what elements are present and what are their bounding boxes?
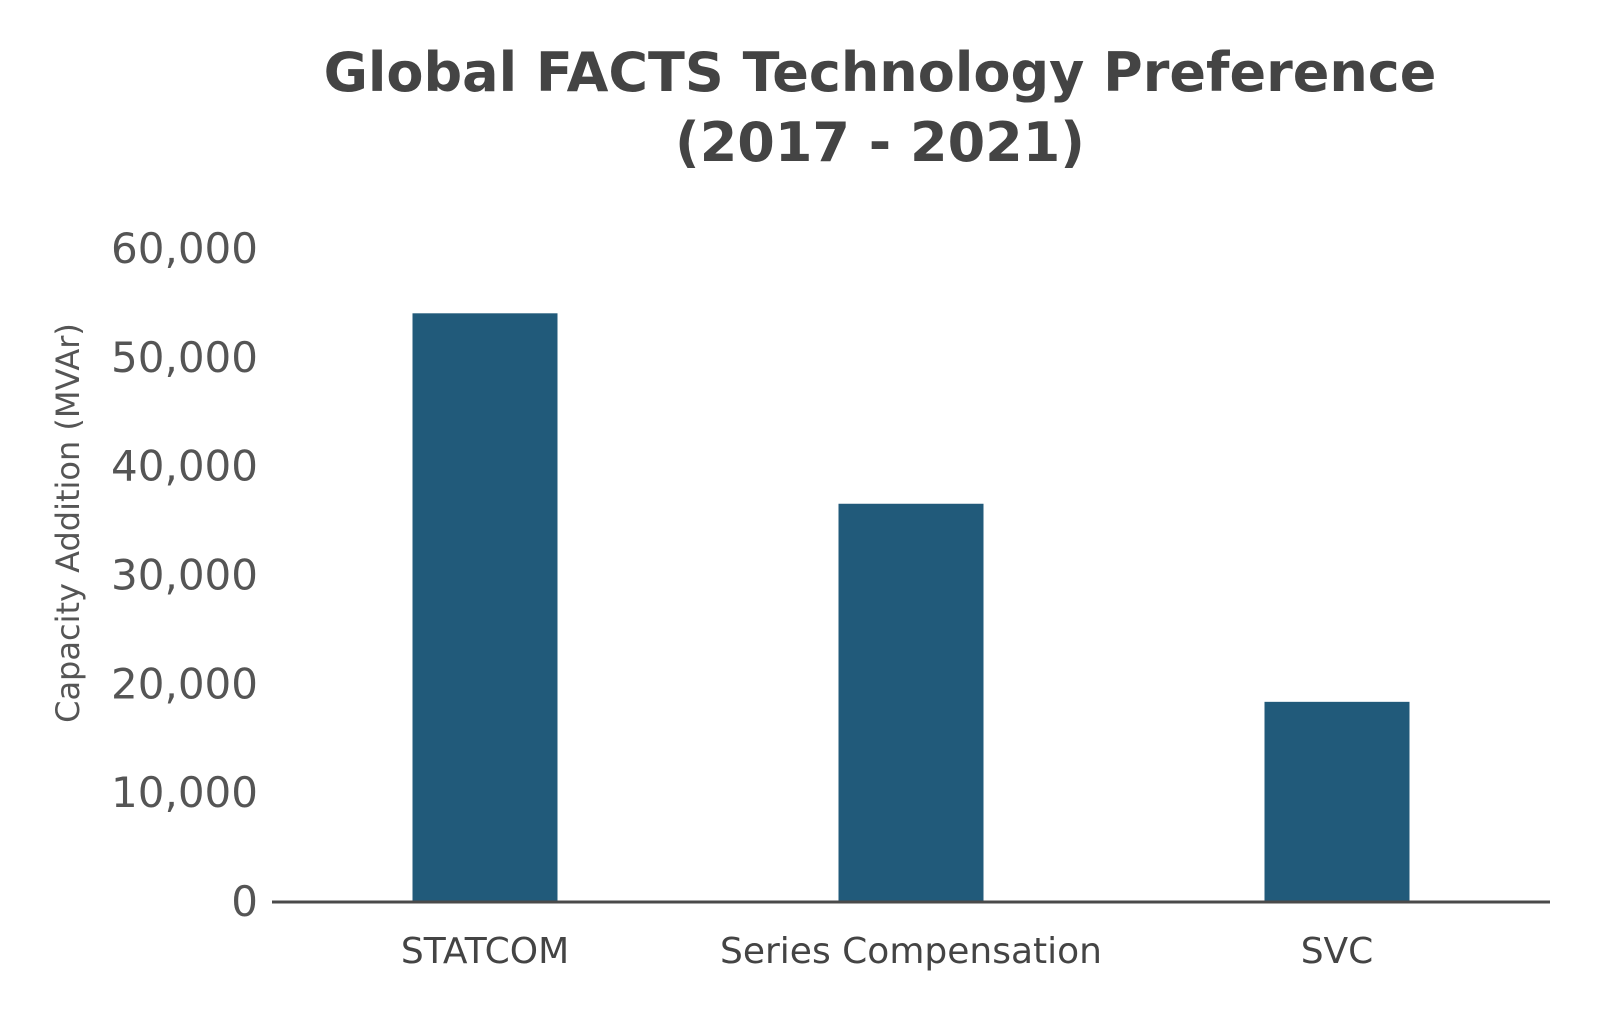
x-category-label: STATCOM (401, 931, 569, 972)
chart-title-line-2: (2017 - 2021) (675, 111, 1085, 174)
y-tick-label: 60,000 (111, 224, 258, 273)
y-axis-ticks: 0 10,000 20,000 30,000 40,000 50,000 60,000 (111, 224, 258, 926)
x-category-label: SVC (1301, 931, 1374, 972)
x-category-label: Series Compensation (720, 931, 1102, 972)
y-tick-label: 30,000 (111, 551, 258, 600)
y-tick-label: 10,000 (111, 768, 258, 817)
y-tick-label: 0 (231, 877, 258, 926)
bars (412, 313, 1410, 901)
y-tick-label: 50,000 (111, 333, 258, 382)
y-tick-label: 20,000 (111, 659, 258, 708)
bar-series-compensation (838, 503, 984, 901)
x-axis-category-labels: STATCOM Series Compensation SVC (401, 931, 1373, 972)
bar-statcom (412, 313, 558, 901)
y-tick-label: 40,000 (111, 442, 258, 491)
bar-svc (1264, 701, 1410, 901)
chart-title: Global FACTS Technology Preference (2017… (0, 38, 1600, 178)
chart-title-line-1: Global FACTS Technology Preference (323, 41, 1437, 104)
